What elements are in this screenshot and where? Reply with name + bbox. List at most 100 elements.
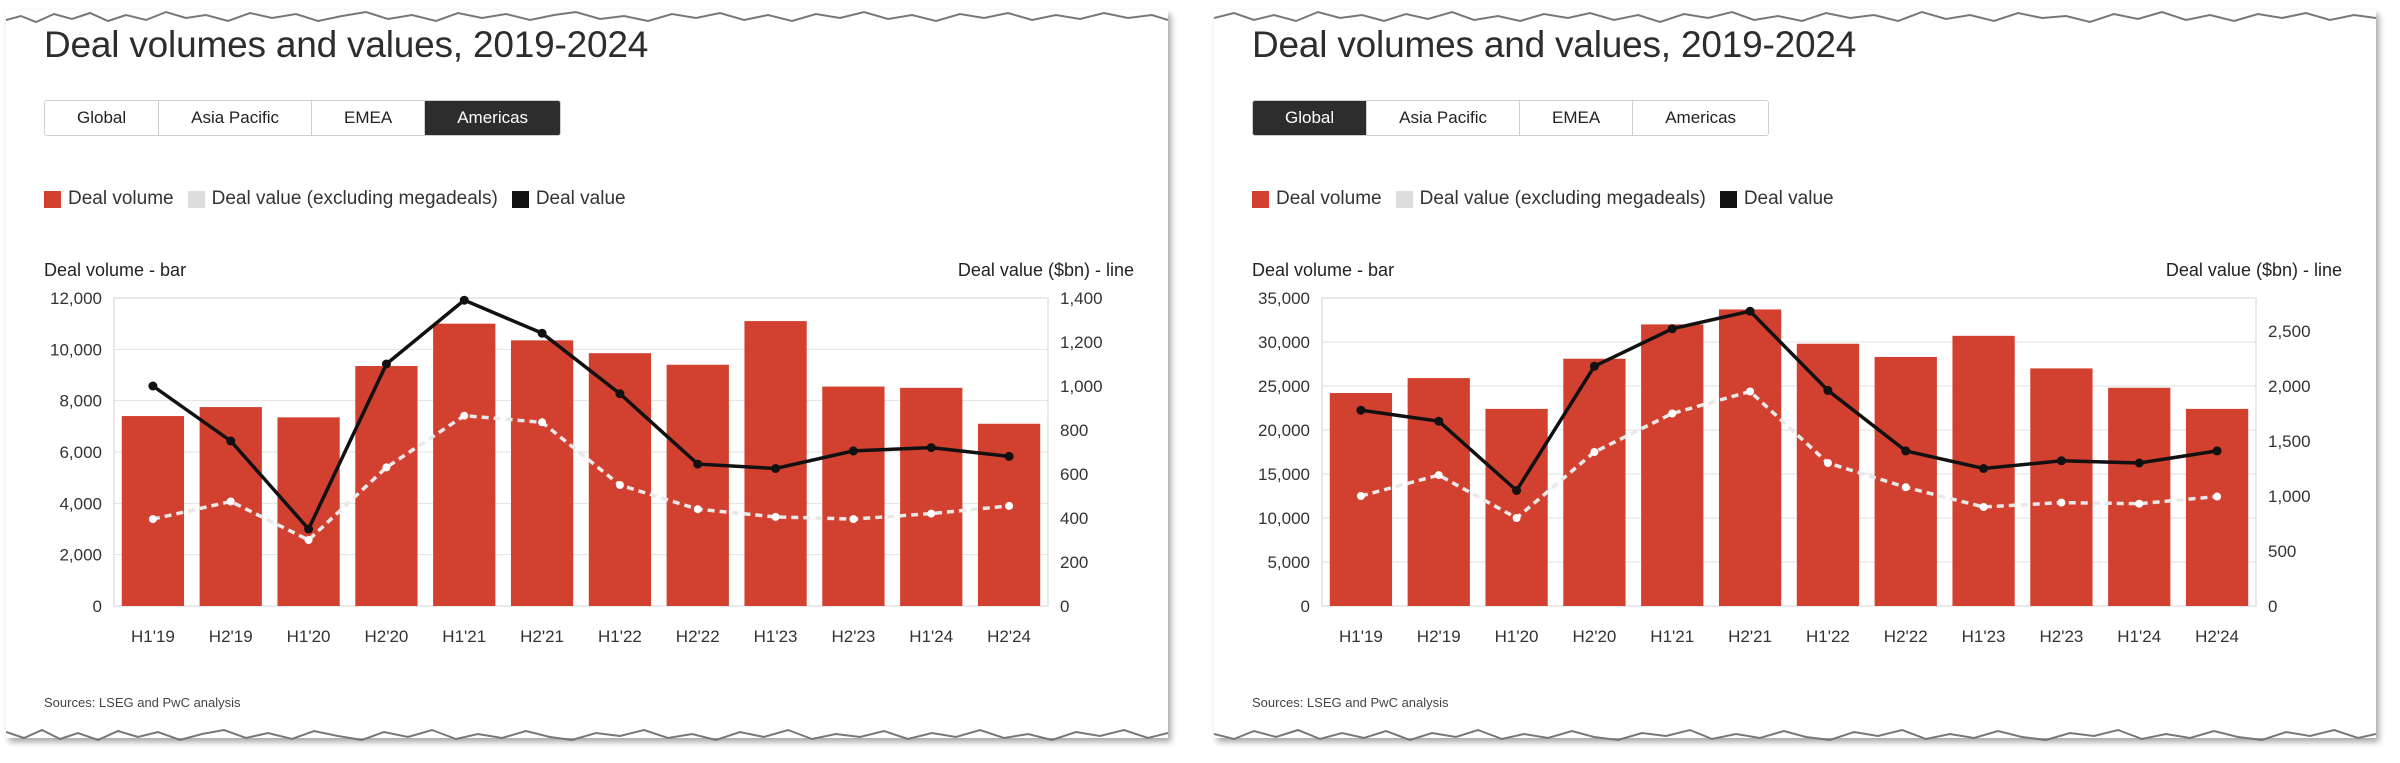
legend-swatch-deal-volume — [1252, 190, 1269, 208]
point-deal-value-ex — [771, 512, 780, 521]
legend-swatch-deal-volume — [44, 190, 61, 208]
point-deal-value — [1901, 446, 1911, 456]
legend-item-deal-value-ex[interactable]: Deal value (excluding megadeals) — [187, 188, 498, 210]
point-deal-value-ex — [1590, 448, 1599, 456]
point-deal-value — [459, 295, 469, 305]
point-deal-value — [693, 459, 703, 469]
point-deal-value — [1356, 405, 1366, 415]
x-tick-label: H1'24 — [909, 627, 953, 646]
legend-item-deal-volume[interactable]: Deal volume — [44, 188, 174, 210]
tab-asia-pacific[interactable]: Asia Pacific — [1367, 101, 1521, 135]
bar-deal-volume — [121, 416, 185, 606]
tab-asia-pacific[interactable]: Asia Pacific — [159, 101, 313, 135]
line-deal-value-ex — [152, 413, 1010, 543]
point-deal-value — [926, 443, 936, 453]
right-tick-label: 200 — [1060, 553, 1088, 572]
point-deal-value — [1823, 385, 1833, 395]
legend-item-deal-volume[interactable]: Deal volume — [1252, 188, 1382, 210]
x-tick-label: H1'20 — [1495, 627, 1539, 646]
point-deal-value — [226, 436, 236, 446]
point-deal-value — [2134, 458, 2144, 468]
left-tick-label: 30,000 — [1258, 333, 1310, 352]
right-tick-label: 1,000 — [1060, 377, 1103, 396]
point-deal-value-ex — [1823, 459, 1832, 467]
point-deal-value — [148, 381, 158, 391]
x-tick-label: H1'23 — [754, 627, 798, 646]
point-deal-value — [1512, 486, 1522, 495]
x-tick-label: H1'22 — [1806, 627, 1850, 646]
tab-emea[interactable]: EMEA — [1520, 101, 1634, 135]
legend-item-deal-value-ex[interactable]: Deal value (excluding megadeals) — [1395, 188, 1706, 210]
right-tick-label: 500 — [2268, 542, 2296, 561]
left-axis-title: Deal volume - bar — [44, 260, 186, 280]
point-deal-value-ex — [1434, 471, 1443, 480]
right-axis-title: Deal value ($bn) - line — [958, 260, 1134, 280]
point-deal-value-ex — [382, 463, 391, 472]
torn-edge-top — [1214, 10, 2376, 24]
tab-global[interactable]: Global — [1253, 101, 1368, 135]
right-tick-label: 1,200 — [1060, 333, 1103, 352]
point-deal-value — [1434, 416, 1444, 426]
left-tick-label: 6,000 — [59, 443, 102, 462]
tab-global[interactable]: Global — [45, 101, 160, 135]
bar-deal-volume — [277, 417, 340, 606]
point-deal-value — [1745, 306, 1755, 316]
right-tick-label: 2,500 — [2268, 322, 2311, 341]
bar-deal-volume — [1796, 343, 1860, 606]
right-axis-title: Deal value ($bn) - line — [2166, 260, 2342, 280]
legend-swatch-deal-value-ex — [1395, 190, 1413, 208]
point-deal-value-ex — [1512, 514, 1521, 522]
x-tick-label: H1'21 — [1650, 627, 1694, 646]
point-deal-value-ex — [460, 411, 469, 420]
point-deal-value-ex — [304, 536, 313, 544]
point-deal-value — [537, 328, 547, 338]
bar-deal-volume — [1563, 358, 1626, 606]
bar-deal-volume — [900, 387, 963, 606]
deal-chart-global: Deal volume - bar Deal value ($bn) - line… — [1252, 260, 2342, 646]
bar-deal-volume — [1718, 309, 1782, 606]
x-tick-label: H2'22 — [1884, 627, 1928, 646]
line-deal-value-ex — [1360, 389, 2218, 521]
left-tick-label: 25,000 — [1258, 377, 1310, 396]
legend-item-deal-value[interactable]: Deal value — [511, 188, 626, 210]
x-tick-label: H2'21 — [1728, 627, 1772, 646]
legend-swatch-deal-value-ex — [187, 190, 205, 208]
point-deal-value — [381, 359, 391, 369]
x-tick-label: H2'24 — [987, 627, 1031, 646]
left-tick-label: 20,000 — [1258, 421, 1310, 440]
chart-legend: Deal volume Deal value (excluding megade… — [44, 188, 626, 210]
bar-deal-volume — [433, 323, 496, 606]
bar-deal-volume — [666, 364, 729, 606]
point-deal-value-ex — [1979, 503, 1988, 511]
legend-item-deal-value[interactable]: Deal value — [1719, 188, 1834, 210]
left-axis-title: Deal volume - bar — [1252, 260, 1394, 280]
point-deal-value — [615, 389, 625, 399]
x-tick-label: H1'22 — [598, 627, 642, 646]
x-tick-label: H1'20 — [287, 627, 331, 646]
torn-edge-top — [6, 10, 1168, 24]
x-tick-label: H1'24 — [2117, 627, 2161, 646]
chart-card-americas: Deal volumes and values, 2019-2024 Globa… — [6, 10, 1168, 742]
point-deal-value — [1589, 361, 1599, 371]
legend-swatch-deal-value — [1719, 190, 1737, 208]
x-tick-label: H1'19 — [1339, 627, 1383, 646]
plot-frame — [113, 297, 1049, 607]
legend-swatch-deal-value — [511, 190, 529, 208]
point-deal-value-ex — [1356, 492, 1365, 500]
left-tick-label: 4,000 — [59, 494, 102, 513]
tab-americas[interactable]: Americas — [425, 101, 561, 135]
tab-americas[interactable]: Americas — [1633, 101, 1769, 135]
left-tick-label: 8,000 — [59, 392, 102, 411]
chart-title: Deal volumes and values, 2019-2024 — [44, 24, 649, 65]
bar-deal-volume — [2185, 408, 2249, 606]
x-tick-label: H2'20 — [1572, 627, 1616, 646]
x-tick-label: H2'23 — [831, 627, 875, 646]
tab-emea[interactable]: EMEA — [312, 101, 426, 135]
line-deal-value — [151, 298, 1010, 533]
legend-label: Deal value — [1743, 188, 1834, 209]
right-tick-label: 800 — [1060, 421, 1088, 440]
right-tick-label: 1,500 — [2268, 432, 2311, 451]
x-tick-label: H2'19 — [209, 627, 253, 646]
right-tick-label: 0 — [2268, 597, 2277, 616]
source-note: Sources: LSEG and PwC analysis — [1252, 695, 1449, 710]
